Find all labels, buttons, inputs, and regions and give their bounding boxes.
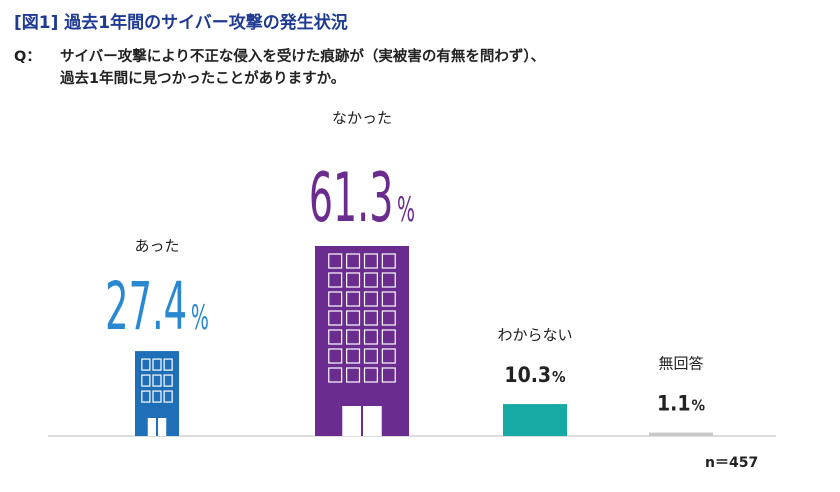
building-window xyxy=(363,310,378,326)
building-window xyxy=(381,329,396,345)
value-label: 61.3% xyxy=(309,158,415,237)
building-window xyxy=(346,272,361,288)
category-label: あった xyxy=(134,237,179,255)
category-label: わからない xyxy=(497,326,572,344)
building-window xyxy=(363,253,378,269)
building-window xyxy=(346,310,361,326)
figure-title: [図1] 過去1年間のサイバー攻撃の発生状況 xyxy=(14,13,348,33)
building-window xyxy=(346,291,361,307)
building-window xyxy=(328,253,343,269)
value-label: 27.4% xyxy=(105,268,209,345)
building-window xyxy=(328,291,343,307)
building-window xyxy=(328,310,343,326)
bar-3 xyxy=(503,404,567,436)
sample-size: n＝457 xyxy=(705,455,759,471)
building-window xyxy=(381,310,396,326)
building-window xyxy=(363,348,378,364)
bar-2 xyxy=(315,246,409,436)
building-window xyxy=(381,367,396,383)
building-window xyxy=(363,367,378,383)
building-window xyxy=(163,390,173,403)
building-window xyxy=(346,348,361,364)
building-window xyxy=(328,348,343,364)
building-window xyxy=(141,374,151,387)
building-window xyxy=(381,348,396,364)
building-window xyxy=(381,253,396,269)
category-label: 無回答 xyxy=(658,355,703,373)
question-line-1: サイバー攻撃により不正な侵入を受けた痕跡が（実被害の有無を問わず）、 xyxy=(60,49,546,65)
building-window xyxy=(152,374,162,387)
building-window xyxy=(328,367,343,383)
building-window xyxy=(141,358,151,371)
building-window xyxy=(152,390,162,403)
building-window xyxy=(346,253,361,269)
survey-question: Q： サイバー攻撃により不正な侵入を受けた痕跡が（実被害の有無を問わず）、 過去1… xyxy=(14,46,545,90)
building-window xyxy=(346,367,361,383)
question-prefix: Q： xyxy=(14,49,41,65)
category-label: なかった xyxy=(332,109,392,127)
building-window xyxy=(163,358,173,371)
building-window xyxy=(363,291,378,307)
building-window xyxy=(381,291,396,307)
building-window xyxy=(152,358,162,371)
value-label: 1.1% xyxy=(657,392,705,416)
building-window xyxy=(141,390,151,403)
bar-4 xyxy=(649,432,713,436)
building-window xyxy=(381,272,396,288)
building-window xyxy=(363,272,378,288)
building-window xyxy=(328,272,343,288)
building-window xyxy=(346,329,361,345)
value-label: 10.3% xyxy=(504,363,566,387)
question-line-2: 過去1年間に見つかったことがありますか。 xyxy=(60,71,346,87)
building-window xyxy=(363,329,378,345)
building-window xyxy=(328,329,343,345)
building-window xyxy=(163,374,173,387)
